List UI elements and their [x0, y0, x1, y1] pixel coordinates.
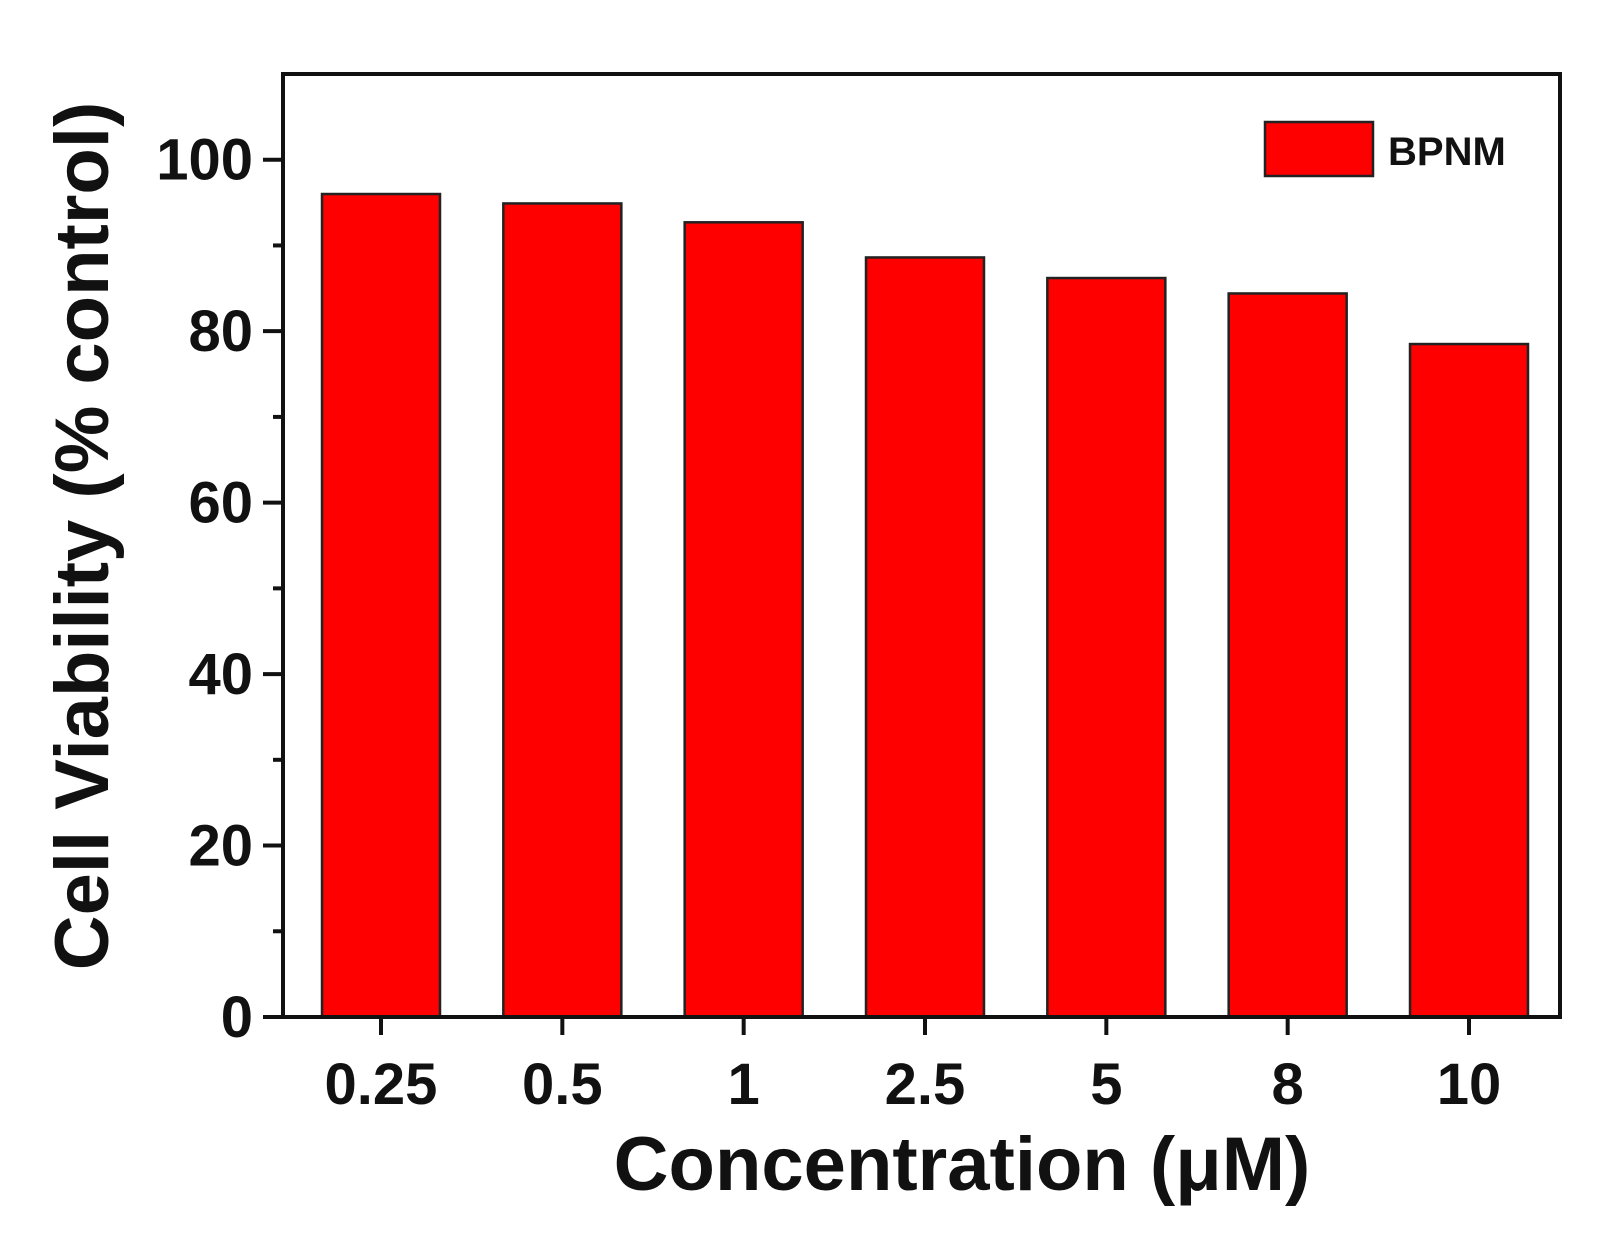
- x-tick-label: 10: [1437, 1052, 1502, 1117]
- legend: BPNM: [1263, 120, 1506, 178]
- y-tick-label: 20: [188, 814, 253, 879]
- y-tick-label: 60: [188, 471, 253, 536]
- legend-label-bpnm: BPNM: [1388, 130, 1506, 174]
- bar-1: [683, 221, 804, 1019]
- x-tick-label: 5: [1090, 1052, 1122, 1117]
- x-tick-label: 0.5: [522, 1052, 603, 1117]
- x-tick-label: 0.25: [325, 1052, 438, 1117]
- y-tick-label: 80: [188, 299, 253, 364]
- x-axis-title: Concentration (μM): [614, 1122, 1311, 1207]
- bar-2-5: [864, 256, 986, 1019]
- x-tick-label: 8: [1272, 1052, 1304, 1117]
- plot-frame: [281, 72, 1562, 1019]
- y-axis-title: Cell Viability (% control): [40, 102, 125, 971]
- legend-swatch-bpnm: [1263, 120, 1375, 178]
- x-tick-label: 2.5: [885, 1052, 966, 1117]
- y-tick-label: 40: [188, 642, 253, 707]
- x-axis: 0.25 0.5 1 2.5 5 8 10: [325, 1017, 1502, 1117]
- x-tick-label: 1: [728, 1052, 760, 1117]
- y-tick-label: 100: [156, 128, 253, 193]
- y-tick-label: 0: [221, 985, 253, 1050]
- y-axis: 0 20 40 60 80 100: [156, 128, 283, 1050]
- bars-layer: [320, 192, 1530, 1019]
- bar-10: [1408, 342, 1530, 1019]
- bar-5: [1046, 276, 1167, 1019]
- bar-0-5: [502, 202, 623, 1019]
- bar-8: [1227, 292, 1348, 1019]
- bar-0-25: [320, 192, 442, 1019]
